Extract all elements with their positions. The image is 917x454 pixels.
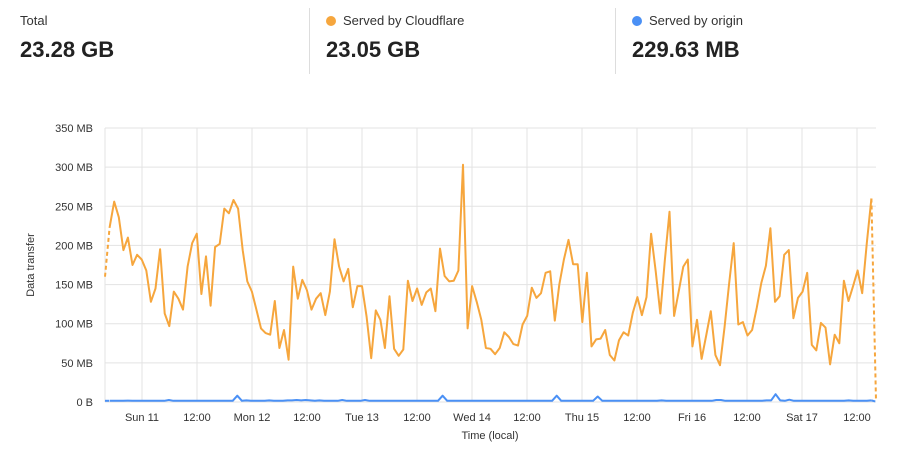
x-tick-label: Wed 14 (453, 412, 491, 424)
x-tick-label: 12:00 (843, 412, 871, 424)
x-tick-label: 12:00 (403, 412, 431, 424)
legend-dot-icon (632, 15, 642, 26)
y-tick-label: 200 MB (55, 240, 93, 252)
x-axis-label: Time (local) (461, 430, 518, 442)
y-tick-label: 300 MB (55, 162, 93, 174)
stat-label: Served by origin (649, 13, 743, 28)
x-tick-label: 12:00 (623, 412, 651, 424)
series-partial-end-cloudflare (870, 198, 877, 401)
x-tick-label: 12:00 (293, 412, 321, 424)
series-partial-start-cloudflare (104, 227, 111, 277)
stat-label: Total (20, 13, 48, 28)
x-tick-label: Thu 15 (565, 412, 599, 424)
series-line-origin (109, 393, 872, 402)
series-line-cloudflare (108, 163, 873, 367)
y-tick-label: 350 MB (55, 123, 93, 135)
x-tick-label: 12:00 (183, 412, 211, 424)
x-tick-label: Fri 16 (678, 412, 706, 424)
series-partial-end-origin (871, 399, 877, 403)
y-tick-label: 150 MB (55, 280, 93, 292)
x-tick-label: Mon 12 (234, 412, 271, 424)
x-tick-label: Sun 11 (125, 412, 159, 424)
x-tick-label: 12:00 (513, 412, 541, 424)
y-tick-label: 100 MB (55, 319, 93, 331)
y-tick-label: 50 MB (61, 358, 93, 370)
stat-value: 23.28 GB (20, 37, 115, 62)
stat-label: Served by Cloudflare (343, 13, 465, 28)
stat-value: 229.63 MB (632, 37, 740, 62)
divider (309, 8, 310, 74)
x-tick-label: Sat 17 (786, 412, 818, 424)
x-tick-label: Tue 13 (345, 412, 379, 424)
y-tick-label: 250 MB (55, 201, 93, 213)
divider (615, 8, 616, 74)
x-tick-label: 12:00 (733, 412, 761, 424)
stat-value: 23.05 GB (326, 37, 421, 62)
y-axis-label: Data transfer (25, 233, 37, 297)
y-tick-label: 0 B (76, 397, 93, 409)
legend-dot-icon (326, 15, 336, 26)
